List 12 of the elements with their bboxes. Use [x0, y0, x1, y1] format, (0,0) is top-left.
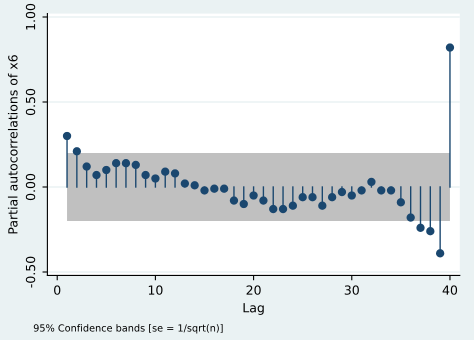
x-tick-label: 40 — [442, 285, 458, 295]
y-tick-label: 0.50 — [26, 88, 36, 116]
x-tick-label: 30 — [344, 285, 359, 295]
x-tick-label: 20 — [246, 285, 261, 295]
y-tick-label: 1.00 — [26, 4, 36, 30]
y-tick-label: 0.00 — [26, 174, 36, 200]
text: 95% Confidence bands [se = 1/sqrt(n)] — [34, 324, 223, 334]
x-tick-label: 10 — [148, 285, 163, 295]
y-axis-title: Partial autocorrelations of x6 — [8, 55, 18, 234]
x-tick-label: 0 — [54, 285, 60, 295]
y-tick-label: -0.50 — [26, 256, 36, 288]
x-axis-title: Lag — [244, 303, 264, 315]
